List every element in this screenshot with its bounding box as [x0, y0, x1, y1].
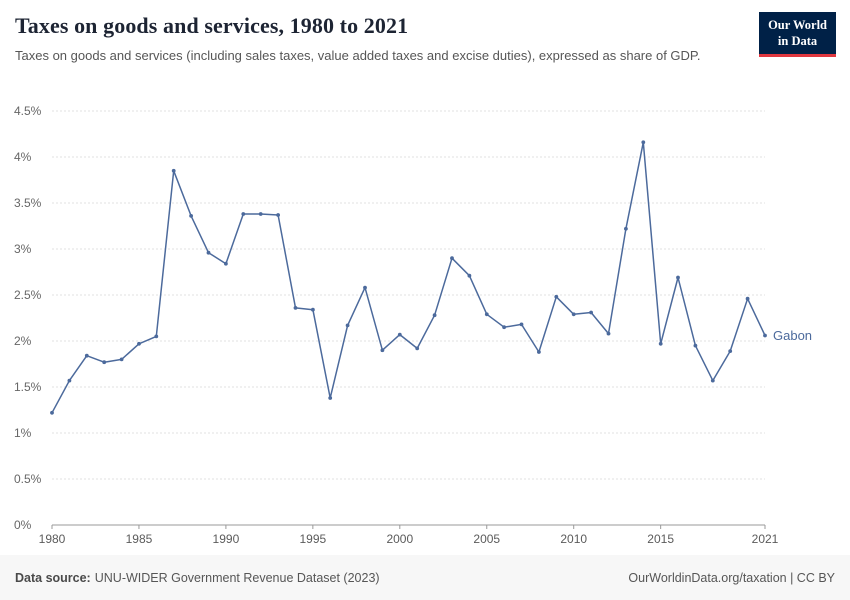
data-point[interactable]: [745, 296, 750, 301]
data-point[interactable]: [67, 378, 72, 383]
data-point[interactable]: [224, 261, 228, 266]
data-source-text: UNU-WIDER Government Revenue Dataset (20…: [94, 570, 380, 585]
y-tick-label: 1%: [14, 426, 32, 440]
data-point[interactable]: [571, 312, 576, 317]
data-point[interactable]: [241, 212, 246, 216]
data-point[interactable]: [432, 313, 437, 318]
data-point[interactable]: [84, 353, 89, 358]
data-point[interactable]: [119, 357, 124, 362]
data-line-gabon[interactable]: [51, 141, 766, 414]
x-tick-label: 1990: [213, 532, 240, 546]
footer-attribution-link[interactable]: OurWorldinData.org/taxation | CC BY: [628, 570, 835, 585]
data-point[interactable]: [415, 346, 420, 351]
series-end-label[interactable]: Gabon: [773, 328, 812, 343]
data-point[interactable]: [554, 294, 559, 299]
data-point[interactable]: [189, 214, 194, 218]
data-point[interactable]: [328, 396, 333, 400]
data-source-label: Data source:: [15, 570, 91, 585]
data-point[interactable]: [363, 285, 367, 290]
y-tick-label: 1.5%: [14, 380, 42, 394]
chart-footer: Data source: UNU-WIDER Government Revenue…: [0, 555, 850, 600]
data-point[interactable]: [450, 256, 454, 261]
data-point[interactable]: [676, 275, 680, 280]
owid-logo-line1: Our World: [768, 18, 827, 32]
x-tick-label: 2015: [647, 532, 674, 546]
data-point[interactable]: [763, 333, 767, 338]
data-point[interactable]: [137, 341, 141, 346]
y-tick-label: 3.5%: [14, 196, 42, 210]
owid-logo-line2: in Data: [777, 34, 818, 49]
x-tick-label: 2000: [386, 532, 413, 546]
data-point[interactable]: [154, 334, 159, 339]
data-point[interactable]: [258, 212, 263, 216]
x-tick-label: 2005: [473, 532, 500, 546]
data-point[interactable]: [380, 348, 385, 353]
data-point[interactable]: [467, 273, 472, 278]
data-point[interactable]: [171, 168, 176, 173]
chart-subtitle: Taxes on goods and services (including s…: [15, 48, 701, 64]
data-point[interactable]: [293, 306, 298, 310]
data-point[interactable]: [537, 350, 541, 354]
y-tick-label: 4.5%: [14, 104, 42, 118]
y-tick-label: 2.5%: [14, 288, 42, 302]
data-point[interactable]: [624, 226, 628, 231]
data-point[interactable]: [345, 323, 350, 328]
x-tick-label: 2010: [560, 532, 587, 546]
page-title: Taxes on goods and services, 1980 to 202…: [15, 13, 409, 38]
data-point[interactable]: [311, 307, 315, 312]
data-point[interactable]: [50, 410, 54, 415]
data-point[interactable]: [206, 250, 211, 255]
y-tick-label: 0.5%: [14, 472, 42, 486]
data-point[interactable]: [710, 378, 715, 383]
data-point[interactable]: [641, 140, 646, 145]
data-point[interactable]: [102, 360, 107, 365]
data-point[interactable]: [484, 312, 489, 317]
data-point[interactable]: [693, 343, 698, 348]
data-point[interactable]: [276, 213, 280, 217]
y-tick-label: 4%: [14, 150, 32, 164]
data-source: Data source: UNU-WIDER Government Revenue…: [15, 571, 380, 585]
data-point[interactable]: [606, 331, 611, 336]
x-tick-label: 1995: [300, 532, 327, 546]
x-tick-label: 1980: [39, 532, 66, 546]
x-tick-label: 2021: [752, 532, 779, 546]
owid-logo[interactable]: Our World in Data: [759, 12, 836, 57]
data-point[interactable]: [658, 341, 663, 346]
y-tick-label: 3%: [14, 242, 32, 256]
line-chart: 0% 0.5% 1% 1.5% 2% 2.5% 3% 3.5% 4% 4.5% 1980 1985 19…: [14, 104, 812, 546]
data-point[interactable]: [728, 349, 733, 353]
chart-header: Taxes on goods and services, 1980 to 202…: [0, 0, 850, 95]
y-tick-label: 2%: [14, 334, 32, 348]
data-point[interactable]: [397, 332, 402, 337]
data-point[interactable]: [502, 325, 506, 330]
x-tick-label: 1985: [126, 532, 153, 546]
data-point[interactable]: [519, 322, 524, 327]
data-point[interactable]: [589, 310, 593, 315]
y-tick-label: 0%: [14, 518, 32, 532]
